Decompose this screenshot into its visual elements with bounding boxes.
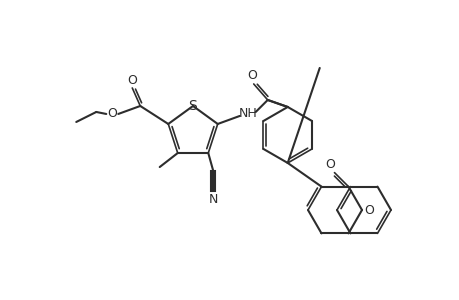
Text: O: O: [127, 74, 137, 88]
Text: O: O: [246, 70, 256, 83]
Text: O: O: [325, 158, 335, 171]
Text: NH: NH: [238, 107, 257, 121]
Text: N: N: [208, 193, 218, 206]
Text: O: O: [107, 107, 117, 121]
Text: S: S: [188, 99, 197, 113]
Text: O: O: [363, 203, 373, 217]
